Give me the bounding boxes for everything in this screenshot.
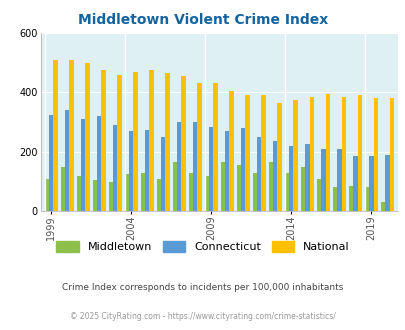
Bar [197,83,201,211]
Bar [268,162,273,211]
Bar [389,98,393,211]
Bar [117,75,121,211]
Legend: Middletown, Connecticut, National: Middletown, Connecticut, National [52,237,353,257]
Bar [332,187,337,211]
Bar [60,167,65,211]
Bar [252,173,256,211]
Bar [129,131,133,211]
Text: Middletown Violent Crime Index: Middletown Violent Crime Index [78,13,327,27]
Bar [241,128,245,211]
Bar [65,110,69,211]
Bar [161,137,165,211]
Bar [261,95,265,211]
Bar [384,155,389,211]
Bar [140,173,145,211]
Bar [192,122,197,211]
Bar [229,91,233,211]
Bar [181,76,185,211]
Bar [341,97,345,211]
Bar [188,173,192,211]
Bar [204,176,209,211]
Bar [337,149,341,211]
Bar [69,60,73,211]
Bar [177,122,181,211]
Bar [81,119,85,211]
Bar [220,162,224,211]
Bar [305,145,309,211]
Bar [357,95,361,211]
Bar [209,127,213,211]
Bar [320,149,325,211]
Bar [300,167,305,211]
Bar [92,180,97,211]
Bar [109,182,113,211]
Bar [380,202,384,211]
Bar [236,165,241,211]
Bar [288,146,293,211]
Bar [364,187,369,211]
Bar [49,115,53,211]
Bar [124,174,129,211]
Bar [133,72,137,211]
Bar [224,131,229,211]
Bar [284,173,288,211]
Bar [85,63,90,211]
Bar [316,179,320,211]
Bar [113,125,117,211]
Bar [165,73,169,211]
Bar [369,156,373,211]
Bar [352,156,357,211]
Text: Crime Index corresponds to incidents per 100,000 inhabitants: Crime Index corresponds to incidents per… [62,282,343,292]
Bar [325,94,329,211]
Bar [293,100,297,211]
Bar [273,141,277,211]
Bar [145,130,149,211]
Bar [45,179,49,211]
Bar [213,83,217,211]
Bar [373,98,377,211]
Bar [245,95,249,211]
Bar [172,162,177,211]
Bar [156,179,161,211]
Bar [348,186,352,211]
Bar [77,176,81,211]
Text: © 2025 CityRating.com - https://www.cityrating.com/crime-statistics/: © 2025 CityRating.com - https://www.city… [70,312,335,321]
Bar [256,137,261,211]
Bar [53,60,58,211]
Bar [97,116,101,211]
Bar [309,97,313,211]
Bar [149,70,153,211]
Bar [277,103,281,211]
Bar [101,70,105,211]
